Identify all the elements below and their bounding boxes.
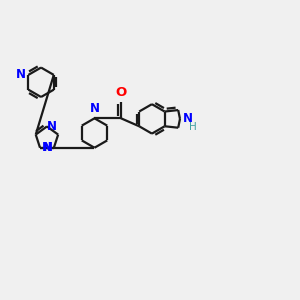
Text: H: H bbox=[189, 122, 197, 132]
Text: O: O bbox=[116, 86, 127, 99]
Text: N: N bbox=[16, 68, 26, 81]
Text: N: N bbox=[41, 141, 52, 154]
Text: N: N bbox=[42, 141, 52, 154]
Text: N: N bbox=[183, 112, 193, 125]
Text: N: N bbox=[47, 120, 57, 133]
Text: N: N bbox=[89, 102, 100, 115]
